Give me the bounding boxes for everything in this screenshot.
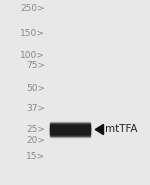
Bar bbox=[50, 122, 90, 123]
Bar bbox=[50, 128, 90, 129]
Bar bbox=[50, 132, 90, 133]
Text: 250>: 250> bbox=[20, 4, 45, 13]
Bar bbox=[50, 123, 90, 124]
Bar bbox=[50, 127, 90, 128]
Bar bbox=[50, 137, 90, 138]
Bar bbox=[50, 132, 90, 134]
Bar bbox=[50, 125, 90, 127]
Text: 75>: 75> bbox=[26, 61, 45, 70]
Text: 20>: 20> bbox=[26, 136, 45, 145]
Bar bbox=[50, 133, 90, 135]
Bar bbox=[50, 130, 90, 132]
Bar bbox=[50, 127, 90, 128]
Bar bbox=[50, 122, 90, 123]
Text: 50>: 50> bbox=[26, 84, 45, 93]
Text: 100>: 100> bbox=[20, 51, 45, 60]
Bar bbox=[50, 136, 90, 137]
Text: 15>: 15> bbox=[26, 152, 45, 161]
Text: 150>: 150> bbox=[20, 29, 45, 38]
Bar bbox=[50, 129, 90, 130]
Bar bbox=[50, 129, 90, 130]
Bar bbox=[50, 130, 90, 131]
Text: 25>: 25> bbox=[26, 125, 45, 134]
Bar bbox=[50, 124, 90, 125]
Bar bbox=[50, 131, 90, 132]
Bar bbox=[50, 121, 90, 122]
Bar bbox=[50, 124, 90, 126]
Text: mtTFA: mtTFA bbox=[105, 125, 138, 134]
Bar bbox=[50, 131, 90, 132]
Polygon shape bbox=[95, 125, 103, 135]
Bar bbox=[50, 128, 90, 131]
Bar bbox=[50, 123, 90, 125]
Bar bbox=[50, 127, 90, 129]
Bar bbox=[50, 134, 90, 136]
Bar bbox=[50, 126, 90, 127]
Bar bbox=[50, 125, 90, 126]
Text: 37>: 37> bbox=[26, 104, 45, 113]
Bar bbox=[50, 133, 90, 134]
Bar bbox=[50, 136, 90, 137]
Bar bbox=[50, 135, 90, 136]
Bar bbox=[50, 134, 90, 135]
